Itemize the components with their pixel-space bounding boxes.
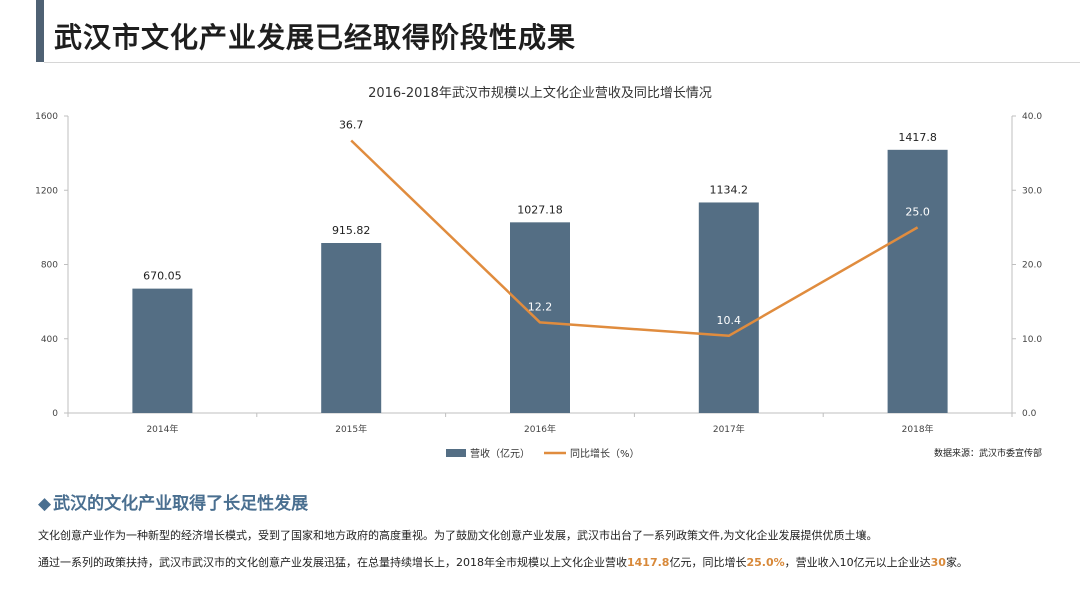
bar-value-label: 1417.8 (898, 131, 937, 144)
left-axis-tick-label: 1600 (35, 112, 58, 122)
p2-highlight-growth: 25.0% (746, 556, 785, 569)
p2-text-1: 通过一系列的政策扶持，武汉市武汉市的文化创意产业发展迅猛，在总量持续增长上，20… (38, 556, 627, 569)
p2-highlight-count: 30 (930, 556, 946, 569)
right-axis-tick-label: 0.0 (1022, 409, 1037, 419)
legend-label-revenue: 营收（亿元） (470, 447, 530, 460)
left-axis-tick-label: 400 (41, 335, 58, 345)
bar-value-label: 1134.2 (710, 183, 749, 196)
legend-label-growth: 同比增长（%） (570, 447, 640, 460)
p2-text-3: ，营业收入10亿元以上企业达 (784, 556, 931, 569)
chart-title: 2016-2018年武汉市规模以上文化企业营收及同比增长情况 (368, 85, 712, 101)
page-title: 武汉市文化产业发展已经取得阶段性成果 (54, 21, 577, 54)
x-axis-category-label: 2015年 (335, 423, 367, 435)
x-axis-category-label: 2018年 (902, 423, 934, 435)
left-axis-tick-label: 0 (52, 409, 58, 419)
bar-revenue (698, 202, 759, 413)
left-axis-tick-label: 800 (41, 261, 58, 271)
right-axis-tick-label: 40.0 (1022, 112, 1042, 122)
growth-value-label: 10.4 (717, 314, 742, 327)
revenue-growth-chart: 2016-2018年武汉市规模以上文化企业营收及同比增长情况 0 400 800 12… (35, 85, 1042, 460)
section-heading-text: 武汉的文化产业取得了长足性发展 (53, 494, 309, 514)
right-axis-tick-label: 20.0 (1022, 261, 1042, 271)
bar-revenue (321, 243, 382, 413)
right-axis-tick-label: 30.0 (1022, 186, 1042, 196)
bar-revenue (510, 222, 570, 413)
p2-text-2: 亿元，同比增长 (669, 556, 747, 569)
growth-value-label: 36.7 (339, 119, 364, 132)
right-axis-tick-label: 10.0 (1022, 335, 1042, 345)
x-axis-category-label: 2017年 (713, 423, 745, 435)
growth-value-label: 25.0 (905, 205, 930, 218)
growth-value-label: 12.2 (528, 300, 553, 313)
data-source-note: 数据来源：武汉市委宣传部 (934, 449, 1043, 459)
section-heading: ◆ 武汉的文化产业取得了长足性发展 (38, 489, 308, 514)
title-accent-bar (36, 0, 44, 62)
bar-revenue (887, 149, 948, 414)
p2-text-4: 家。 (945, 556, 968, 569)
title-divider (44, 62, 1080, 63)
x-axis-category-label: 2014年 (146, 423, 178, 435)
growth-line (350, 139, 919, 338)
left-axis-tick-label: 1200 (35, 186, 58, 196)
bar-value-label: 915.82 (332, 224, 371, 237)
p2-highlight-revenue: 1417.8 (627, 556, 670, 569)
bar-value-label: 1027.18 (517, 203, 563, 216)
paragraph-2: 通过一系列的政策扶持，武汉市武汉市的文化创意产业发展迅猛，在总量持续增长上，20… (38, 554, 968, 570)
x-axis-category-label: 2016年 (524, 423, 556, 435)
bar-revenue (132, 288, 193, 413)
diamond-icon: ◆ (38, 494, 52, 514)
bar-value-label: 670.05 (143, 270, 182, 283)
paragraph-1: 文化创意产业作为一种新型的经济增长模式，受到了国家和地方政府的高度重视。为了鼓励… (38, 529, 878, 542)
legend-swatch-revenue (446, 449, 466, 457)
